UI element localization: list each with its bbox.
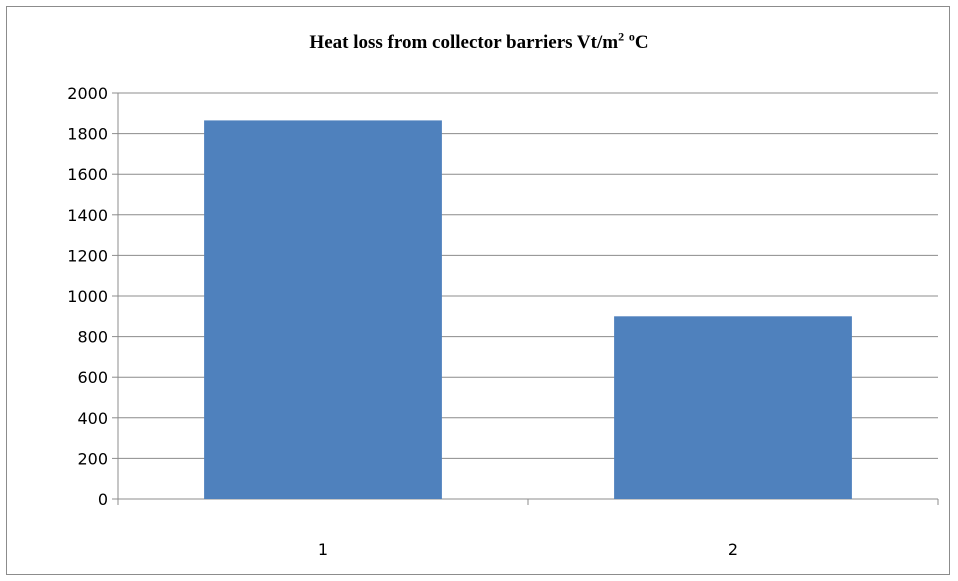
x-tick-label: 2 [728, 540, 738, 559]
y-tick-label: 200 [77, 449, 108, 468]
y-tick-label: 400 [77, 409, 108, 428]
y-tick-label: 1600 [67, 165, 108, 184]
chart-title: Heat loss from collector barriers Vt/m2 … [309, 29, 649, 53]
y-tick-label: 1000 [67, 287, 108, 306]
y-tick-label: 600 [77, 368, 108, 387]
y-tick-label: 1400 [67, 206, 108, 225]
y-tick-label: 1800 [67, 125, 108, 144]
bar [614, 316, 852, 499]
x-tick-label: 1 [318, 540, 328, 559]
y-tick-label: 800 [77, 328, 108, 347]
bar [204, 120, 442, 499]
y-tick-label: 0 [98, 490, 108, 509]
y-tick-label: 1200 [67, 246, 108, 265]
y-tick-label: 2000 [67, 84, 108, 103]
